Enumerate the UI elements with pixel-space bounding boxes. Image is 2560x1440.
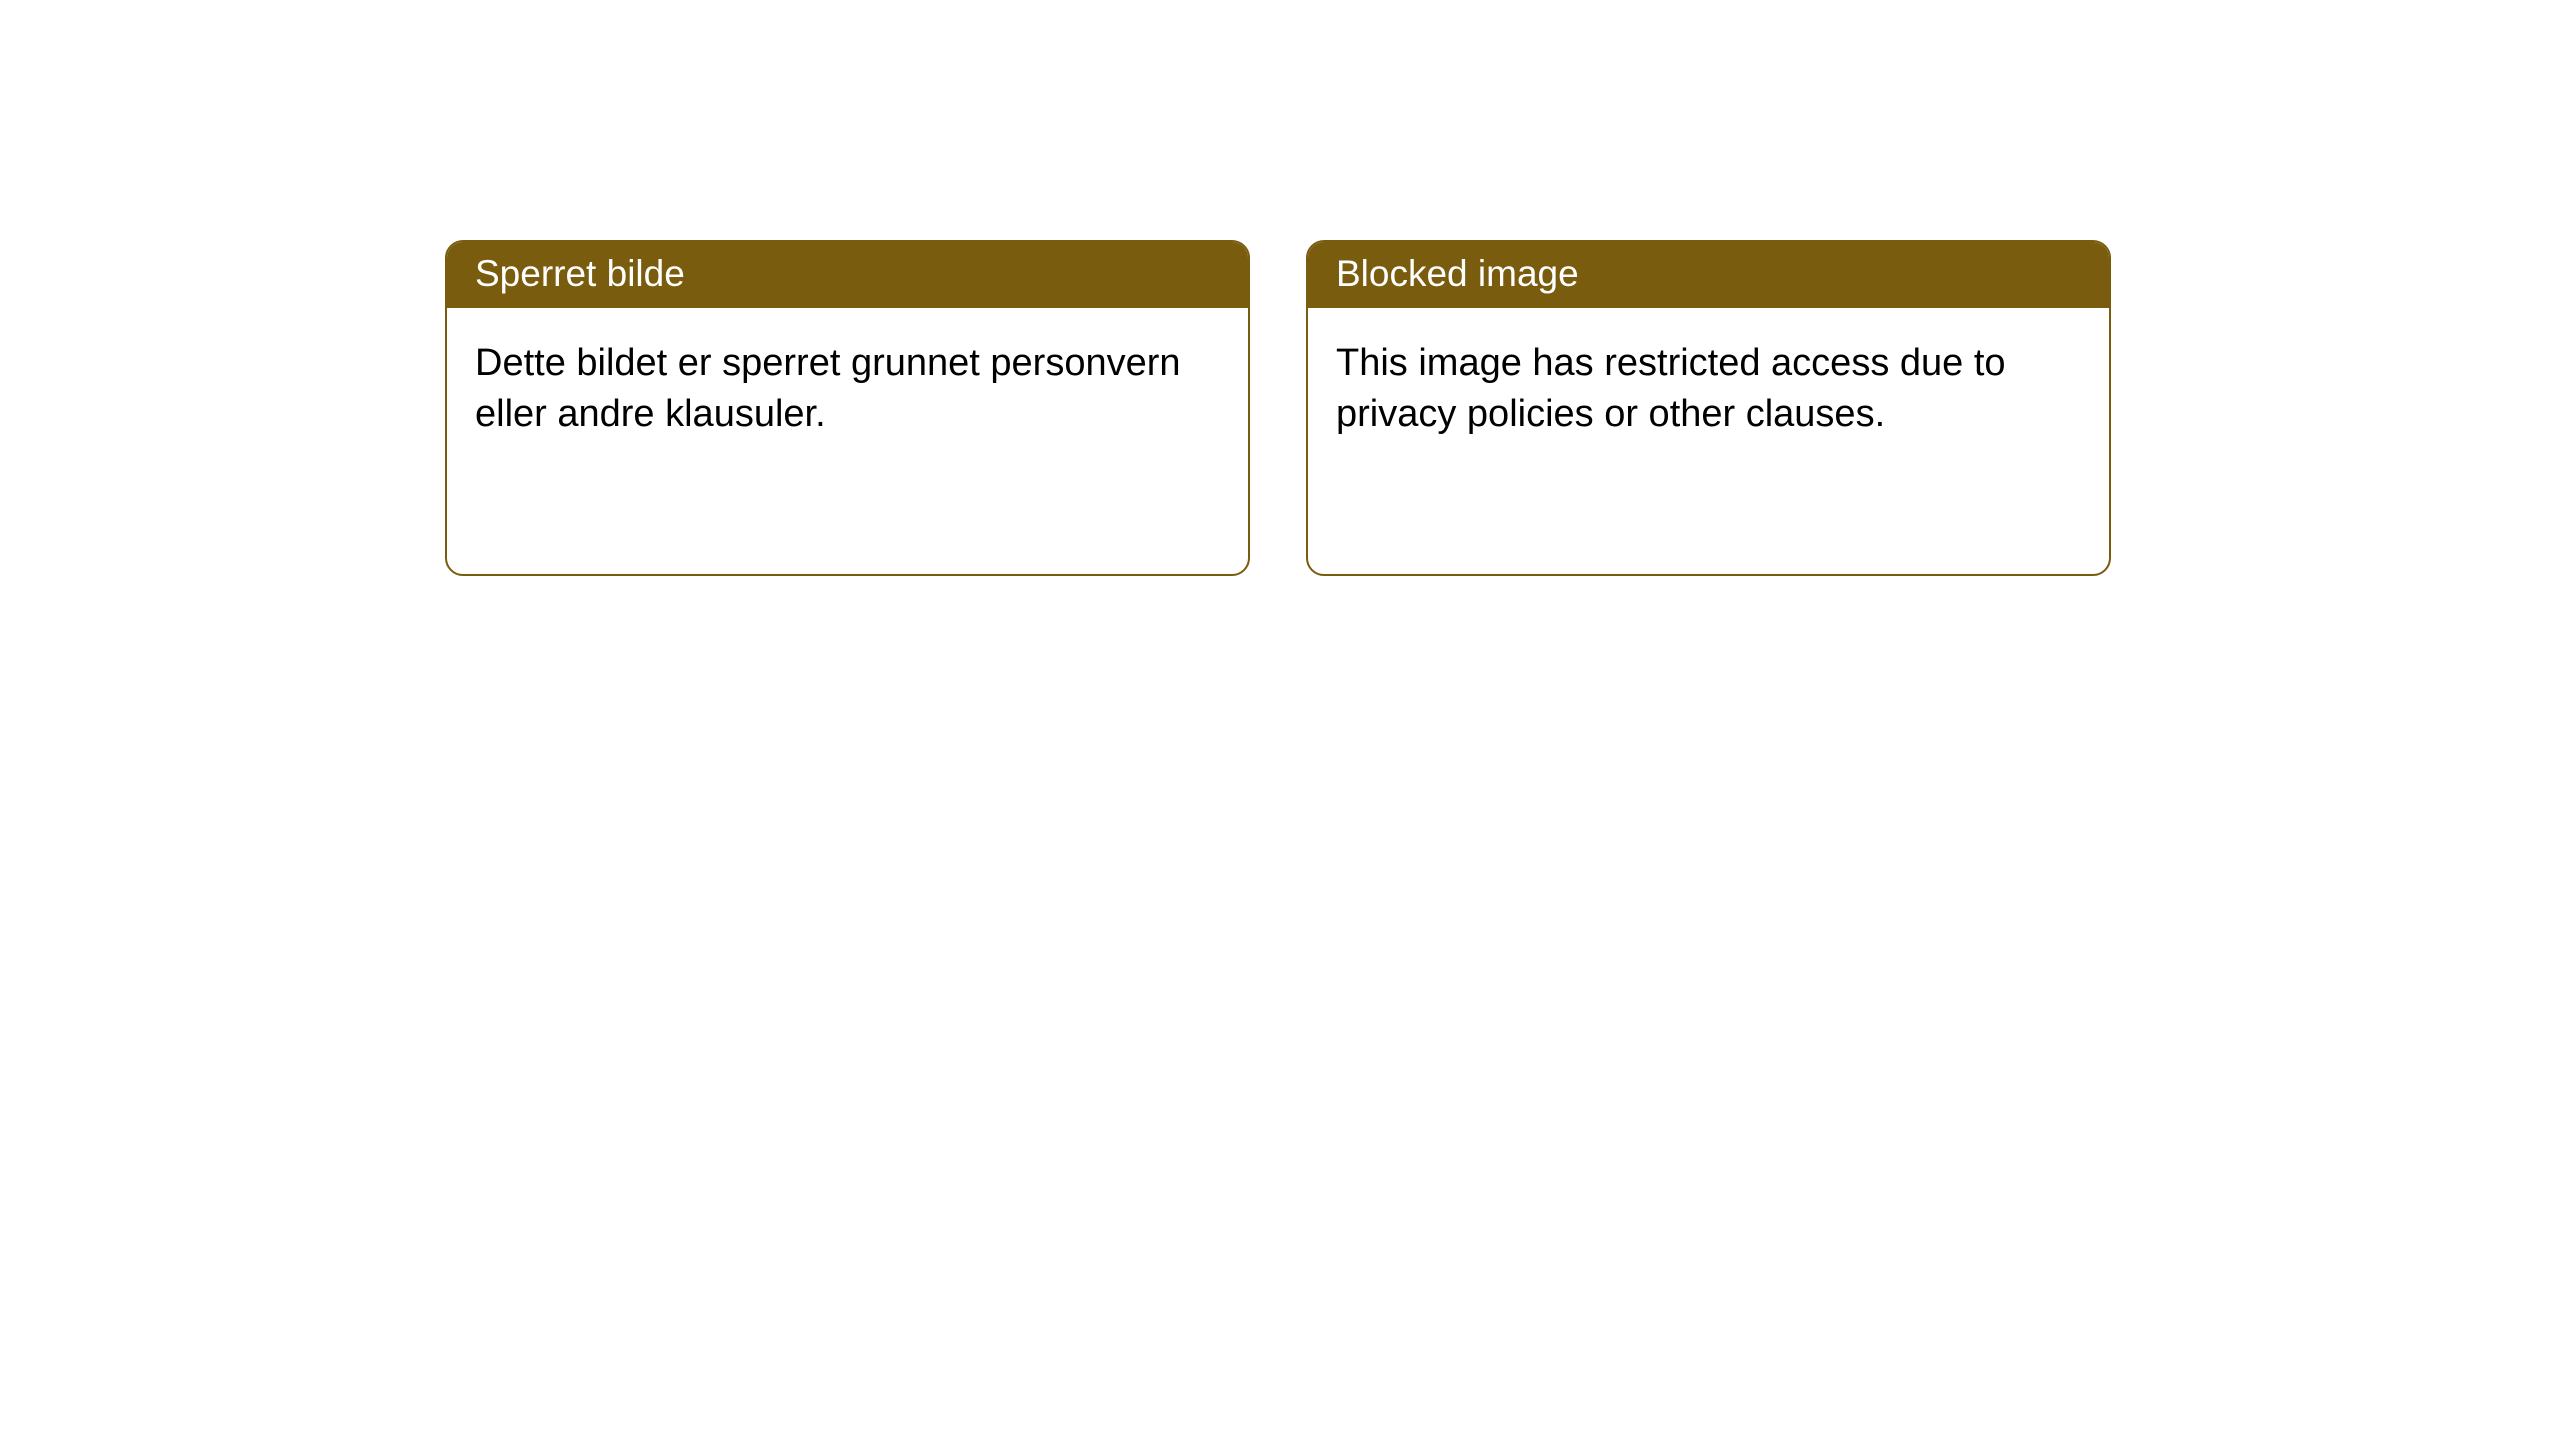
notice-header: Sperret bilde xyxy=(447,242,1248,308)
notice-body: Dette bildet er sperret grunnet personve… xyxy=(447,308,1248,471)
notice-header: Blocked image xyxy=(1308,242,2109,308)
notice-card-norwegian: Sperret bilde Dette bildet er sperret gr… xyxy=(445,240,1250,576)
notice-body: This image has restricted access due to … xyxy=(1308,308,2109,471)
notice-container: Sperret bilde Dette bildet er sperret gr… xyxy=(445,240,2111,576)
notice-card-english: Blocked image This image has restricted … xyxy=(1306,240,2111,576)
